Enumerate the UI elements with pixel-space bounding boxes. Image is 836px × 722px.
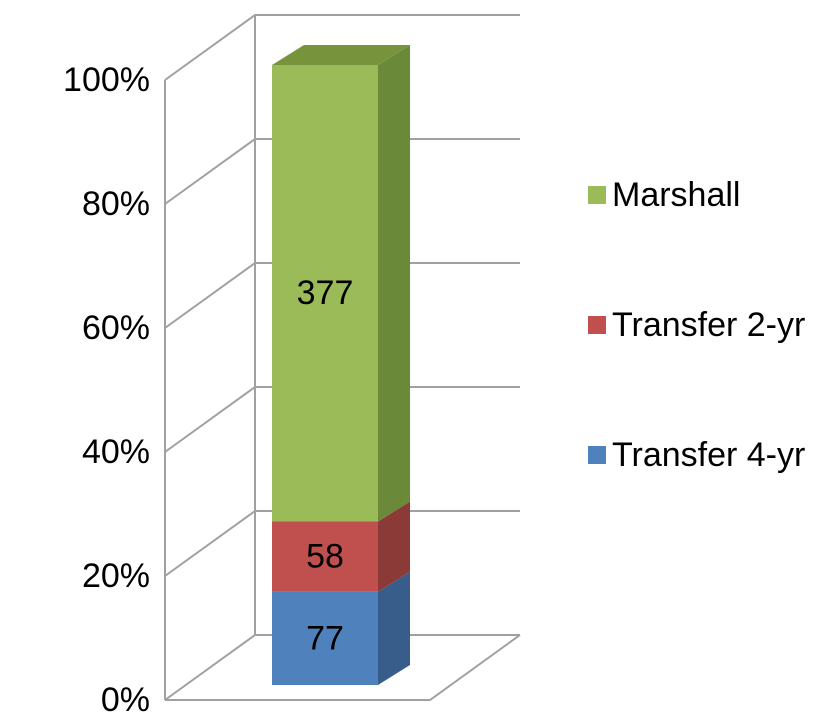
legend-label: Transfer 4-yr [612,436,806,474]
grid-line [164,262,520,329]
grid-line [164,634,520,701]
data-label: 377 [297,274,354,312]
bar-side [378,501,410,592]
grid-line [164,138,520,205]
y-tick-label: 80% [82,185,150,223]
legend-swatch [588,316,606,334]
bar-side [378,45,410,522]
grid-line [164,386,520,453]
bar-segment [272,591,378,685]
y-tick-label: 0% [101,681,150,719]
bar-side [378,571,410,685]
legend-label: Transfer 2-yr [612,306,806,344]
grid-line [164,510,520,577]
y-tick-label: 60% [82,309,150,347]
data-label: 58 [306,538,344,576]
bar-top [272,45,410,65]
legend-swatch [588,186,606,204]
grid-line [164,14,520,81]
bar-segment [272,65,378,522]
y-tick-label: 100% [63,61,150,99]
legend-swatch [588,446,606,464]
data-label: 77 [306,619,344,657]
y-tick-label: 40% [82,433,150,471]
y-tick-label: 20% [82,557,150,595]
floor-edge [165,634,521,701]
legend-label: Marshall [612,176,741,214]
bar-segment [272,521,378,592]
